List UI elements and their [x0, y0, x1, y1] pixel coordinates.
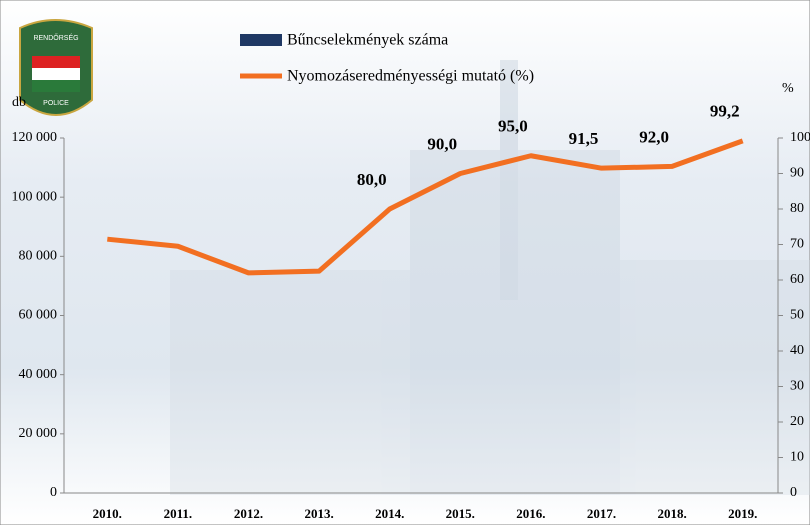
y-tick-label: 120 000 — [12, 130, 58, 145]
y2-tick-label: 70 — [790, 237, 804, 252]
legend-label: Nyomozáseredményességi mutató (%) — [287, 68, 534, 85]
y-axis-label: db — [12, 95, 26, 110]
x-tick-label: 2010. — [93, 506, 122, 521]
x-tick-label: 2019. — [728, 506, 757, 521]
y2-tick-label: 0 — [790, 485, 797, 500]
y-tick-label: 0 — [50, 485, 57, 500]
x-tick-label: 2011. — [164, 506, 193, 521]
value-label: 92,0 — [639, 127, 669, 146]
value-label: 91,5 — [569, 129, 599, 148]
chart: RENDŐRSÉG POLICE db % 0 20 000 40 000 60 00… — [0, 0, 810, 525]
x-tick-label: 2018. — [657, 506, 686, 521]
x-tick-label: 2017. — [587, 506, 616, 521]
value-label: 99,2 — [710, 102, 740, 121]
x-tick-label: 2014. — [375, 506, 404, 521]
y2-tick-label: 80 — [790, 201, 804, 216]
y2-tick-label: 50 — [790, 308, 804, 323]
y2-tick-label: 100 — [790, 130, 810, 145]
x-tick-label: 2012. — [234, 506, 263, 521]
page: RENDŐRSÉG POLICE db % 0 20 000 40 000 60 00… — [0, 0, 810, 525]
x-tick-label: 2013. — [304, 506, 333, 521]
logo: RENDŐRSÉG POLICE — [20, 20, 92, 115]
x-tick-label: 2015. — [446, 506, 475, 521]
y2-axis-label: % — [782, 81, 794, 96]
value-label: 95,0 — [498, 117, 528, 136]
y2-tick-label: 60 — [790, 272, 804, 287]
legend-swatch — [240, 34, 282, 46]
y2-tick-label: 10 — [790, 450, 804, 465]
y2-tick-label: 30 — [790, 379, 804, 394]
y2-tick-label: 40 — [790, 343, 804, 358]
legend-label: Bűncselekmények száma — [287, 32, 448, 49]
value-label: 90,0 — [427, 134, 457, 153]
x-tick-label: 2016. — [516, 506, 545, 521]
y-tick-label: 20 000 — [19, 426, 58, 441]
value-label: 80,0 — [357, 170, 387, 189]
y-tick-label: 80 000 — [19, 249, 58, 264]
y-tick-label: 100 000 — [12, 189, 58, 204]
y-tick-label: 60 000 — [19, 308, 58, 323]
y2-tick-label: 20 — [790, 414, 804, 429]
logo-text: POLICE — [43, 100, 69, 107]
y-tick-label: 40 000 — [19, 367, 58, 382]
logo-text: RENDŐRSÉG — [33, 33, 78, 42]
y2-tick-label: 90 — [790, 166, 804, 181]
